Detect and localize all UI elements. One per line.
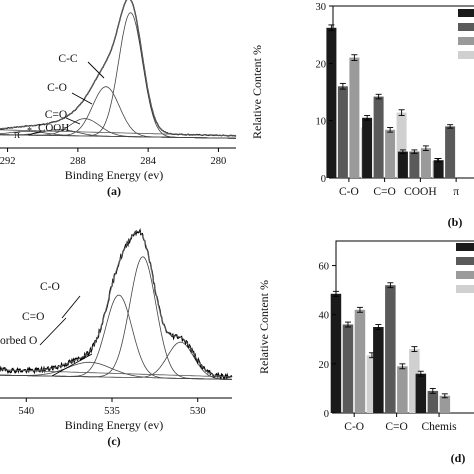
bar-0-0 [326, 27, 337, 178]
component-peak-3 [0, 361, 233, 380]
category-label: C=O [373, 186, 395, 198]
annotation-leader-1 [39, 317, 67, 346]
panel-b-bar-chart: C-O C=O COOH π 0 10 20 30 Relative Content % (b) [250, 2, 474, 229]
annotation-pi: π [14, 127, 20, 141]
bar-0-2 [354, 309, 366, 413]
bar-1-3 [396, 112, 407, 178]
annotation-co: C-O [47, 82, 67, 94]
y-tick-label: 0 [321, 174, 326, 185]
bar-1-1 [373, 96, 384, 178]
category-label: Chemis [421, 421, 457, 433]
x-tick-label: 284 [140, 156, 157, 167]
component-peak-4 [0, 131, 236, 139]
category-label: COOH [404, 186, 437, 198]
background-line [0, 369, 232, 378]
legend-swatch-0 [458, 9, 474, 17]
annotation-leader-0 [87, 61, 105, 79]
y-tick-label: 20 [316, 59, 327, 70]
bar-2-0 [397, 151, 408, 178]
bar-0-0 [330, 293, 342, 413]
panel-a-xps-c1s: 292 288 284 280 Binding Energy (ev) (a) C-C C-O… [0, 0, 237, 198]
panel-label: (d) [451, 451, 466, 465]
legend-swatch-2 [458, 37, 474, 45]
bar-2-2 [439, 395, 451, 413]
bar-2-1 [427, 390, 439, 413]
bar-2-0 [415, 373, 427, 413]
bar-1-1 [385, 285, 396, 413]
legend-swatch-3 [456, 285, 474, 293]
annotation-co: C-O [40, 281, 60, 293]
legend-swatch-2 [456, 271, 474, 279]
annotation-c-double-o: C=O [22, 311, 44, 323]
bar-3-0 [433, 160, 444, 178]
y-axis-label: Relative Content % [257, 280, 271, 374]
fit-curve [0, 0, 236, 137]
annotation-star: * [27, 126, 32, 137]
x-tick-label: 292 [0, 156, 15, 167]
annotation-cc: C-C [58, 53, 78, 65]
envelope-curve [0, 228, 233, 381]
panel-label: (a) [107, 184, 121, 198]
category-label: C-O [339, 186, 359, 198]
panel-label: (b) [448, 215, 463, 229]
legend-swatch-0 [456, 243, 474, 251]
bar-1-3 [409, 349, 420, 413]
x-tick-label: 535 [104, 406, 120, 417]
annotation-cooh: COOH [38, 122, 69, 134]
envelope-curve [0, 0, 237, 137]
bar-0-1 [342, 324, 354, 413]
y-tick-label: 20 [319, 360, 330, 371]
annotation-leader-0 [61, 295, 81, 319]
category-label: π [453, 186, 459, 198]
annotation-leader-2 [65, 117, 81, 125]
y-tick-label: 10 [316, 117, 327, 128]
annotation-adsorbed-o: orbed O [0, 335, 37, 347]
x-axis-label: Binding Energy (ev) [65, 168, 163, 182]
bar-0-3 [366, 355, 378, 413]
x-tick-label: 530 [190, 406, 206, 417]
bar-1-2 [397, 366, 408, 413]
y-tick-label: 0 [324, 409, 329, 420]
annotation-c-double-o: C=O [45, 109, 67, 121]
background-line [0, 129, 237, 137]
y-tick-label: 30 [316, 2, 327, 13]
panel-c-xps-o1s: 540 535 530 Binding Energy (ev) (c) C-O C=O orb… [0, 228, 233, 448]
legend-swatch-1 [458, 23, 474, 31]
x-tick-label: 280 [211, 156, 227, 167]
bar-1-0 [373, 327, 384, 413]
annotation-leader-1 [71, 92, 93, 105]
panel-d-bar-chart: C-O C=O Chemis 0 20 40 60 Relative Content % (d) [257, 240, 474, 465]
component-peak-0 [0, 12, 236, 139]
bar-0-2 [349, 57, 360, 178]
category-label: C=O [385, 421, 407, 433]
fit-curve [0, 230, 232, 378]
bar-1-0 [362, 117, 373, 178]
y-tick-label: 40 [319, 311, 330, 322]
bar-1-2 [385, 129, 396, 178]
x-tick-label: 540 [18, 406, 34, 417]
bar-2-2 [420, 148, 431, 178]
x-tick-label: 288 [70, 156, 86, 167]
y-tick-label: 60 [319, 262, 330, 273]
annotation-leader-3 [27, 130, 43, 136]
bar-3-1 [445, 126, 456, 178]
component-peak-2 [0, 341, 233, 380]
category-label: C-O [344, 421, 364, 433]
bar-2-1 [409, 151, 420, 178]
legend-swatch-3 [458, 51, 474, 59]
y-axis-label: Relative Content % [250, 45, 264, 139]
panel-label: (c) [107, 434, 120, 448]
x-axis-label: Binding Energy (ev) [65, 418, 163, 432]
annotation-leader-2 [51, 353, 93, 377]
bar-0-1 [337, 86, 348, 178]
legend-swatch-1 [456, 257, 474, 265]
